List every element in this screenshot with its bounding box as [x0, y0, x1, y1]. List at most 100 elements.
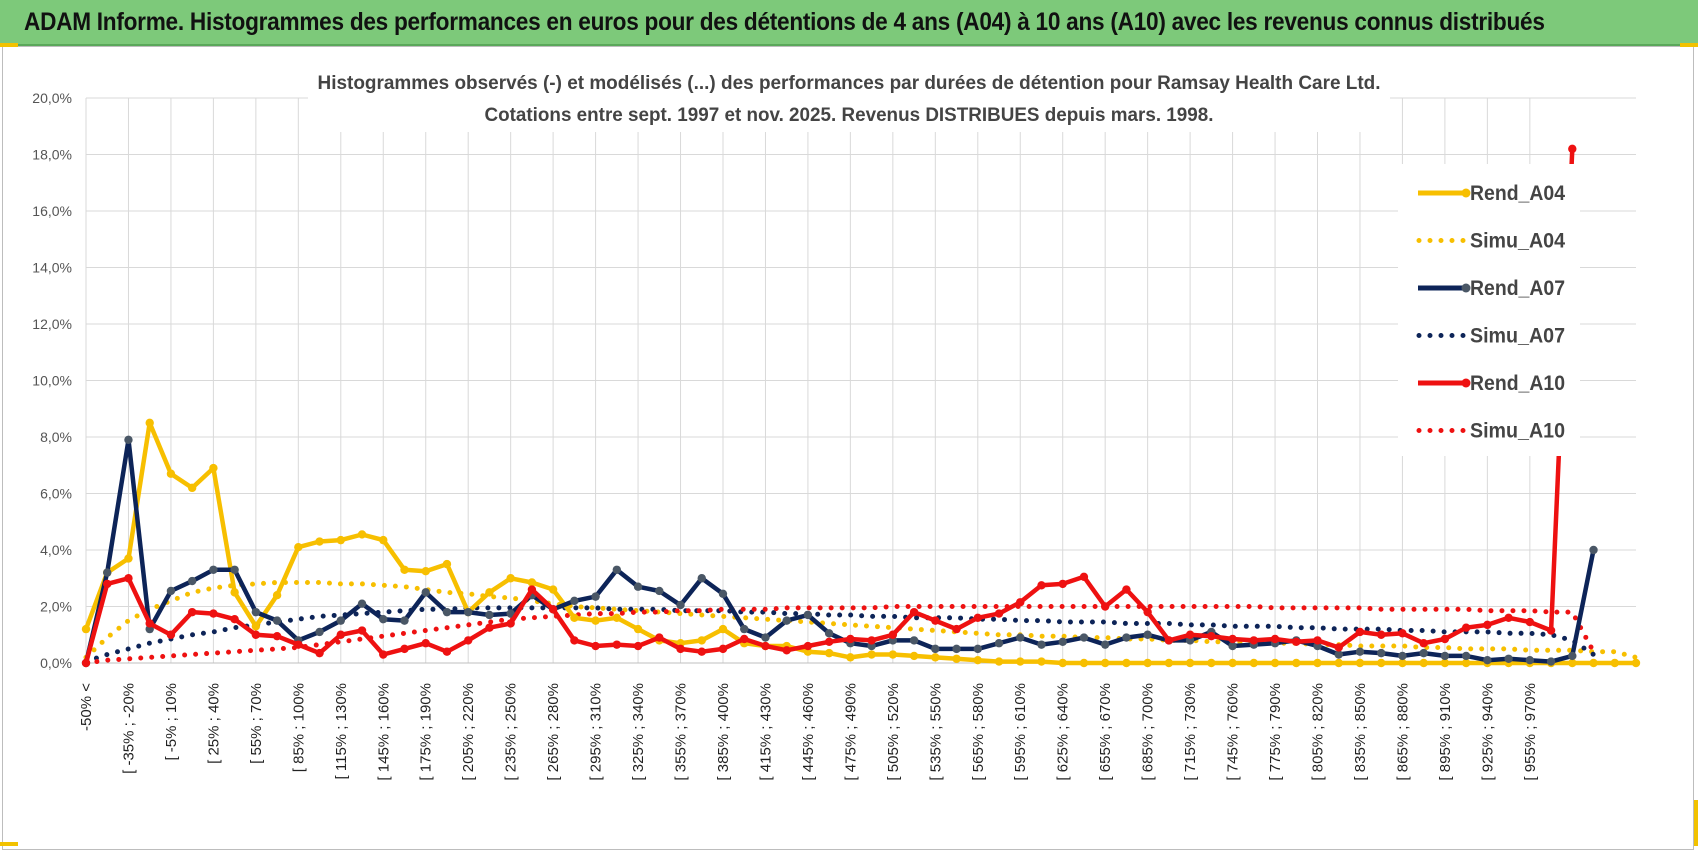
data-point	[1568, 651, 1577, 661]
data-point	[336, 535, 345, 545]
data-point	[294, 640, 303, 649]
data-point	[1483, 655, 1492, 665]
data-point	[1504, 654, 1513, 663]
data-point	[1525, 655, 1535, 665]
data-point	[379, 535, 388, 545]
chart-title-background	[308, 64, 1390, 132]
data-point	[867, 636, 876, 645]
legend-marker	[1461, 188, 1471, 198]
legend-marker	[1461, 283, 1471, 293]
data-point	[1058, 658, 1067, 668]
data-point	[909, 651, 919, 661]
data-point	[1440, 634, 1450, 644]
data-point	[740, 624, 749, 634]
data-point	[1122, 658, 1131, 668]
data-point	[272, 616, 282, 625]
data-point	[251, 630, 261, 639]
data-point	[1122, 585, 1131, 594]
data-point	[1292, 658, 1301, 668]
data-point	[1504, 613, 1513, 622]
data-point	[1016, 633, 1025, 642]
data-point	[527, 578, 537, 587]
legend-label: Rend_A07	[1470, 277, 1565, 300]
x-tick-label: [ 835% ; 850%	[1352, 683, 1369, 781]
data-point	[1079, 658, 1089, 668]
data-point	[633, 624, 643, 634]
frame-corner-marker	[1680, 43, 1698, 47]
x-tick-label: [ 55% ; 70%	[248, 683, 265, 764]
data-point	[1589, 545, 1598, 555]
data-point	[1016, 657, 1025, 666]
data-point	[633, 641, 643, 651]
legend-item-simu-a04[interactable]: Simu_A04	[1416, 230, 1565, 253]
chart-title-line: Histogrammes observés (-) et modélisés (…	[318, 73, 1381, 94]
data-point	[548, 605, 558, 614]
data-point	[187, 576, 197, 586]
data-point	[506, 619, 515, 628]
data-point	[718, 624, 728, 634]
legend-item-simu-a10[interactable]: Simu_A10	[1416, 420, 1565, 443]
data-point	[442, 607, 452, 617]
data-point	[740, 634, 749, 644]
data-point	[591, 641, 600, 651]
data-point	[251, 607, 261, 617]
data-point	[761, 641, 770, 651]
data-point	[973, 655, 982, 665]
data-point	[1079, 633, 1089, 642]
data-point	[336, 616, 345, 625]
data-point	[81, 658, 91, 668]
data-point	[1398, 658, 1407, 668]
data-point	[357, 599, 367, 608]
data-point	[421, 566, 430, 576]
data-point	[1419, 658, 1428, 668]
legend[interactable]: Rend_A04 Simu_A04 Rend_A07 Simu_A07 Rend_A10…	[1398, 164, 1580, 456]
report-header: ADAM Informe. Histogrammes des performan…	[0, 0, 1698, 46]
y-tick-label: 6,0%	[40, 486, 72, 502]
data-point	[1334, 658, 1343, 668]
data-point	[1377, 658, 1386, 668]
data-point	[973, 644, 982, 654]
legend-item-simu-a07[interactable]: Simu_A07	[1416, 325, 1565, 348]
data-point	[633, 582, 643, 591]
chart-title: Histogrammes observés (-) et modélisés (…	[308, 64, 1390, 132]
data-point	[1483, 620, 1492, 630]
data-point	[655, 633, 664, 642]
legend-marker	[1461, 378, 1471, 388]
data-point	[676, 600, 685, 610]
data-point	[1207, 658, 1216, 668]
data-point	[1419, 639, 1428, 648]
x-tick-label: [ 925% ; 940%	[1479, 683, 1496, 781]
x-tick-label: [ 445% ; 460%	[800, 683, 817, 781]
data-point	[294, 542, 303, 552]
data-point	[1440, 651, 1450, 661]
data-point	[1568, 658, 1577, 668]
legend-label: Simu_A04	[1470, 230, 1565, 253]
data-point	[846, 634, 855, 644]
legend-item-rend-a04[interactable]: Rend_A04	[1418, 182, 1565, 205]
series-simu-a07	[83, 605, 1596, 665]
data-point	[1631, 658, 1641, 668]
x-tick-label: [ 865% ; 880%	[1394, 683, 1411, 781]
y-tick-label: 16,0%	[32, 203, 72, 219]
data-point	[909, 636, 919, 645]
x-tick-label: [ 655% ; 670%	[1097, 683, 1114, 781]
data-point	[888, 630, 898, 639]
data-point	[718, 589, 728, 598]
data-point	[1546, 626, 1556, 635]
data-point	[697, 574, 706, 583]
data-point	[1610, 658, 1619, 668]
data-point	[591, 616, 600, 625]
legend-item-rend-a10[interactable]: Rend_A10	[1418, 372, 1565, 395]
legend-item-rend-a07[interactable]: Rend_A07	[1418, 277, 1565, 300]
x-tick-label: [ 145% ; 160%	[375, 683, 392, 781]
data-point	[463, 636, 473, 645]
data-point	[1143, 607, 1152, 617]
legend-label: Rend_A10	[1470, 372, 1565, 395]
data-point	[803, 641, 813, 651]
data-point	[1228, 658, 1237, 668]
data-point	[1398, 629, 1407, 638]
data-point	[1058, 637, 1067, 647]
data-point	[527, 585, 537, 594]
data-point	[570, 636, 579, 645]
data-point	[612, 613, 622, 622]
